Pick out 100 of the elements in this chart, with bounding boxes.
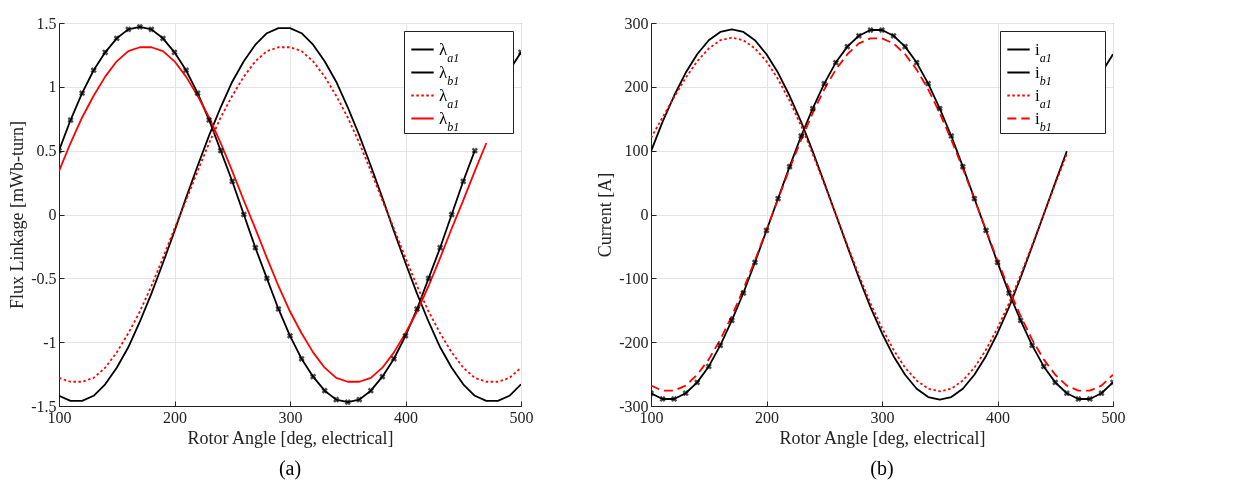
point [437, 244, 444, 251]
point [821, 80, 828, 87]
point [402, 332, 409, 339]
point [252, 244, 259, 251]
point [379, 373, 386, 380]
x-tick-label: 500 [509, 408, 534, 426]
y-tick-label: 0 [48, 206, 57, 223]
point [425, 275, 432, 282]
point [286, 332, 294, 339]
x-tick-label: 200 [755, 408, 779, 426]
point [740, 289, 747, 297]
text: (b) [870, 457, 894, 480]
point [113, 35, 120, 42]
point [125, 26, 132, 33]
x-axis-title: Rotor Angle [deg, electrical] [779, 427, 986, 448]
point [194, 90, 201, 97]
text: (a) [278, 457, 302, 480]
y-tick-label: -100 [619, 269, 649, 287]
point [159, 35, 167, 42]
y-tick-label: 200 [624, 78, 649, 96]
point [798, 132, 805, 140]
legend-label: λ$_{a1}$ [439, 39, 460, 65]
x-tick-label: 300 [278, 408, 303, 426]
point [471, 147, 478, 154]
point [901, 43, 909, 50]
point [229, 178, 236, 185]
point [102, 49, 109, 56]
point [694, 379, 701, 386]
y-tick-label: 0 [640, 206, 649, 223]
point [751, 259, 759, 266]
point [344, 399, 351, 406]
point [263, 275, 271, 282]
point [913, 59, 920, 66]
y-tick-label: -1 [43, 333, 57, 351]
point [367, 387, 374, 394]
point [148, 26, 155, 33]
y-tick-label: 1 [48, 78, 57, 96]
legend-label: i$_{a1}$ [1035, 39, 1052, 65]
point [670, 395, 678, 403]
point [728, 317, 735, 324]
point [786, 163, 793, 170]
point [321, 387, 328, 394]
x-tick-label: 400 [986, 408, 1010, 426]
legend-label: λ$_{b1}$ [439, 62, 460, 88]
legend-label: i$_{b1}$ [1035, 108, 1052, 134]
point [959, 163, 966, 170]
point [925, 80, 932, 87]
x-axis-title: Rotor Angle [deg, electrical] [187, 427, 394, 448]
point [717, 342, 724, 349]
point [1098, 390, 1105, 397]
point [948, 132, 955, 140]
legend-label: λ$_{b1}$ [439, 108, 460, 134]
point [356, 396, 363, 403]
point [659, 395, 666, 403]
x-tick-label: 500 [1101, 408, 1126, 426]
point [867, 26, 874, 34]
point [240, 211, 247, 218]
point [275, 305, 282, 313]
point [982, 227, 990, 234]
point [844, 43, 851, 50]
point [809, 105, 816, 112]
y-axis-title: Flux Linkage [mWb-turn] [7, 121, 28, 309]
point [705, 363, 712, 370]
point [413, 305, 421, 313]
point [1063, 390, 1070, 397]
point [390, 355, 398, 362]
point [136, 23, 143, 30]
point [206, 116, 213, 124]
point [182, 67, 190, 74]
y-tick-label: -200 [619, 333, 649, 351]
legend-label: i$_{a1}$ [1035, 85, 1052, 111]
y-axis-title: Current [A] [595, 172, 616, 258]
y-tick-label: -0.5 [31, 269, 57, 287]
point [774, 195, 782, 202]
point [460, 178, 467, 185]
point [832, 59, 839, 66]
point [78, 90, 86, 97]
point [1086, 395, 1094, 403]
point [1075, 395, 1082, 403]
point [67, 116, 74, 124]
point [890, 32, 897, 39]
point [217, 147, 224, 154]
point [855, 32, 863, 39]
legend-label: i$_{b1}$ [1035, 62, 1052, 88]
point [333, 396, 340, 403]
y-tick-label: 100 [624, 142, 649, 160]
point [936, 105, 943, 112]
y-tick-label: 1.5 [36, 14, 57, 32]
point [1029, 342, 1036, 349]
y-tick-label: 300 [624, 14, 649, 32]
x-tick-label: 300 [870, 408, 895, 426]
point [1040, 363, 1047, 370]
point [298, 355, 305, 362]
point [1005, 289, 1013, 297]
x-tick-label: 200 [163, 408, 187, 426]
x-tick-label: 400 [394, 408, 418, 426]
point [90, 67, 97, 74]
point [682, 390, 689, 397]
point [1052, 379, 1059, 386]
point [878, 26, 886, 34]
